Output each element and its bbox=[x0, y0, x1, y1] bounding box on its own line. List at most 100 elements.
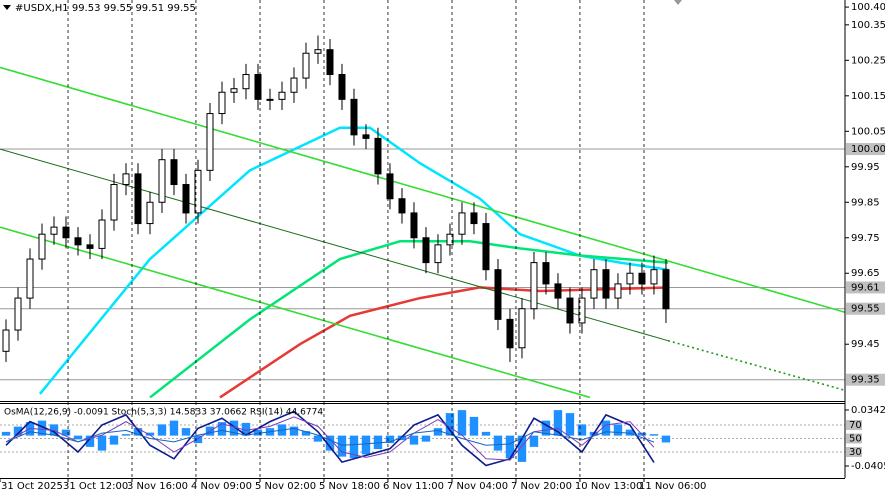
osma-bar bbox=[541, 420, 551, 436]
osma-bar bbox=[553, 410, 563, 436]
y2-tick-label: 30 bbox=[849, 447, 862, 458]
osma-bar bbox=[229, 420, 239, 436]
candle-body bbox=[290, 77, 298, 93]
osma-bar bbox=[289, 426, 299, 436]
candle-body bbox=[134, 173, 142, 225]
y2-tick-label: 50 bbox=[849, 434, 862, 445]
indicator-line bbox=[5, 416, 655, 461]
osma-bar bbox=[469, 416, 479, 436]
indicator-line bbox=[5, 427, 655, 446]
osma-bar bbox=[505, 435, 515, 459]
osma-bar bbox=[37, 420, 47, 436]
osma-bar bbox=[121, 434, 131, 436]
candle-body bbox=[374, 137, 382, 175]
chart-title: #USDX,H1 99.53 99.55 99.51 99.55 bbox=[15, 3, 196, 14]
osma-bar bbox=[157, 424, 167, 436]
osma-bar bbox=[517, 435, 527, 462]
osma-bar bbox=[457, 410, 467, 436]
candle-body bbox=[62, 226, 70, 239]
osma-bar bbox=[301, 431, 311, 436]
candle-body bbox=[566, 297, 574, 324]
osma-bar bbox=[409, 435, 419, 445]
candle-body bbox=[362, 134, 370, 139]
menu-icon bbox=[3, 5, 11, 10]
trend-line bbox=[219, 286, 669, 399]
osma-bar bbox=[133, 428, 143, 436]
osma-bar bbox=[349, 435, 359, 459]
osma-bar bbox=[421, 435, 431, 442]
x-tick-label: 4 Nov 09:00 bbox=[191, 481, 252, 492]
x-tick-label: 11 Nov 06:00 bbox=[639, 481, 706, 492]
osma-bar bbox=[253, 429, 263, 436]
osma-bar bbox=[481, 431, 491, 436]
y-tick-label: 100.25 bbox=[851, 55, 885, 66]
candle-body bbox=[74, 237, 82, 246]
y-tick-label: 99.85 bbox=[851, 197, 880, 208]
candle-body bbox=[626, 272, 634, 285]
level-label: 99.55 bbox=[851, 304, 880, 315]
candle-body bbox=[434, 244, 442, 264]
osma-bar bbox=[529, 435, 539, 447]
candle-body bbox=[590, 269, 598, 299]
candle-body bbox=[530, 262, 538, 310]
candle-body bbox=[110, 184, 118, 221]
y-tick-label: 99.45 bbox=[851, 339, 880, 350]
level-box bbox=[846, 302, 885, 315]
candle-body bbox=[386, 173, 394, 200]
osma-bar bbox=[13, 426, 23, 436]
candle-body bbox=[446, 233, 454, 246]
candle-body bbox=[422, 237, 430, 264]
candle-body bbox=[158, 159, 166, 203]
candle-body bbox=[218, 91, 226, 115]
osma-bar bbox=[565, 413, 575, 436]
level-box bbox=[846, 447, 862, 458]
osma-bar bbox=[373, 435, 383, 450]
osma-bar bbox=[97, 435, 107, 451]
y-tick-label: 100.15 bbox=[851, 91, 885, 102]
osma-bar bbox=[313, 435, 323, 442]
candle-body bbox=[2, 329, 10, 352]
candle-body bbox=[506, 318, 514, 349]
candle-body bbox=[638, 272, 646, 285]
osma-bar bbox=[325, 435, 335, 451]
candle-body bbox=[146, 201, 154, 225]
candle-body bbox=[266, 98, 274, 101]
candle-body bbox=[86, 244, 94, 249]
candle-body bbox=[410, 212, 418, 239]
x-tick-label: 7 Nov 20:00 bbox=[511, 481, 572, 492]
candle-body bbox=[518, 308, 526, 349]
trend-line bbox=[667, 339, 845, 392]
y-tick-label: -0.0405 bbox=[851, 461, 885, 472]
candle-body bbox=[578, 297, 586, 324]
trend-line bbox=[38, 126, 669, 395]
candle-body bbox=[230, 88, 238, 93]
x-tick-label: 10 Nov 13:00 bbox=[575, 481, 642, 492]
osma-bar bbox=[445, 413, 455, 436]
y-tick-label: 100.35 bbox=[851, 20, 885, 31]
indicator-title: OsMA(12,26,9) -0.0091 Stoch(5,3,3) 14.58… bbox=[4, 408, 323, 418]
candle-body bbox=[602, 269, 610, 299]
level-box bbox=[846, 420, 862, 431]
candle-body bbox=[50, 226, 58, 235]
trend-line bbox=[0, 66, 845, 314]
osma-bar bbox=[181, 428, 191, 436]
osma-bar bbox=[601, 420, 611, 436]
y-tick-label: 0.0342 bbox=[851, 405, 885, 416]
osma-bar bbox=[337, 435, 347, 457]
level-label: 99.35 bbox=[851, 375, 880, 386]
osma-bar bbox=[433, 428, 443, 436]
level-box bbox=[846, 373, 885, 386]
trend-line bbox=[0, 148, 669, 342]
candle-body bbox=[170, 159, 178, 186]
osma-bar bbox=[85, 435, 95, 447]
indicator-line bbox=[5, 410, 655, 467]
osma-bar bbox=[385, 435, 395, 444]
candle-body bbox=[326, 49, 334, 76]
candle-body bbox=[458, 212, 466, 235]
candle-body bbox=[554, 283, 562, 299]
osma-bar bbox=[361, 435, 371, 455]
level-label: 100.00 bbox=[851, 144, 885, 155]
candle-body bbox=[650, 269, 658, 285]
